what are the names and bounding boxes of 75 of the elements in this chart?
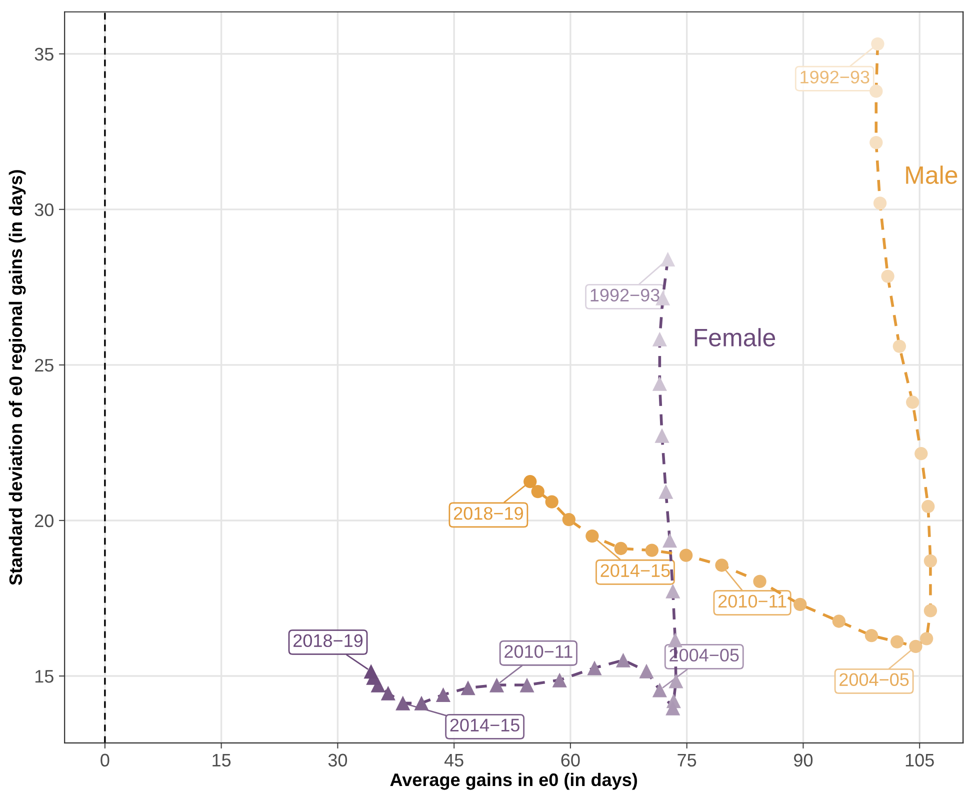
x-tick-label: 0 <box>100 754 110 767</box>
point <box>414 696 429 710</box>
point <box>616 652 630 668</box>
point <box>586 529 599 543</box>
point <box>587 660 602 676</box>
annotation: 2004−05 <box>840 673 909 686</box>
point <box>924 554 938 568</box>
point <box>668 632 682 648</box>
y-tick-label: 20 <box>35 514 54 528</box>
point <box>715 558 728 572</box>
point <box>914 447 928 460</box>
point <box>871 37 884 51</box>
annotation: 2010−11 <box>504 645 572 658</box>
point <box>832 614 846 628</box>
point <box>652 376 667 391</box>
point <box>639 664 654 678</box>
point <box>924 604 938 618</box>
y-axis-title: Standard deviation of e0 regional gains (in days) <box>8 170 26 586</box>
series-label: Male <box>906 166 958 184</box>
point <box>864 628 878 642</box>
y-tick-label: 15 <box>35 670 54 683</box>
point <box>552 672 567 688</box>
y-tick-label: 25 <box>35 358 54 372</box>
point <box>892 340 906 353</box>
point <box>364 664 378 679</box>
annotation: 2014−15 <box>600 564 670 577</box>
point <box>753 574 766 588</box>
point <box>562 512 576 526</box>
point <box>666 700 680 716</box>
x-tick-label: 45 <box>444 754 464 767</box>
point <box>531 484 544 498</box>
point <box>873 196 887 210</box>
x-tick-label: 75 <box>678 754 696 767</box>
point <box>679 548 693 562</box>
point <box>909 640 922 654</box>
point <box>870 84 883 98</box>
x-axis-title: Average gains in e0 (in days) <box>390 772 638 790</box>
x-tick-label: 15 <box>212 754 231 767</box>
annotation: 2014−15 <box>450 718 520 732</box>
annotation: 1992−93 <box>590 288 660 302</box>
x-tick-label: 105 <box>906 754 934 767</box>
point <box>545 495 558 508</box>
point <box>396 696 410 710</box>
series-label: Female <box>694 328 776 346</box>
point <box>666 584 680 598</box>
point <box>794 598 807 612</box>
point <box>660 252 676 266</box>
point <box>436 687 450 702</box>
point <box>524 475 537 488</box>
point <box>645 544 659 557</box>
point <box>652 332 667 346</box>
x-tick-label: 90 <box>794 754 813 767</box>
x-tick-label: 60 <box>561 754 580 767</box>
point <box>520 678 534 692</box>
point <box>922 500 935 514</box>
annotation: 2018−19 <box>454 506 523 520</box>
point <box>614 542 628 556</box>
x-tick-label: 30 <box>328 754 348 767</box>
annotation: 2010−11 <box>718 594 786 608</box>
annotation: 2018−19 <box>294 634 363 648</box>
point <box>460 680 476 696</box>
y-tick-label: 35 <box>34 48 54 61</box>
point <box>654 428 670 443</box>
point <box>662 533 678 548</box>
point <box>906 396 920 409</box>
point <box>380 686 396 700</box>
point <box>489 678 504 692</box>
annotation: 1992−93 <box>800 70 870 84</box>
point <box>881 270 894 283</box>
y-tick-label: 30 <box>34 203 54 216</box>
point <box>658 484 674 499</box>
point <box>920 632 934 646</box>
point <box>652 682 667 698</box>
point <box>870 136 883 150</box>
point <box>890 635 904 648</box>
